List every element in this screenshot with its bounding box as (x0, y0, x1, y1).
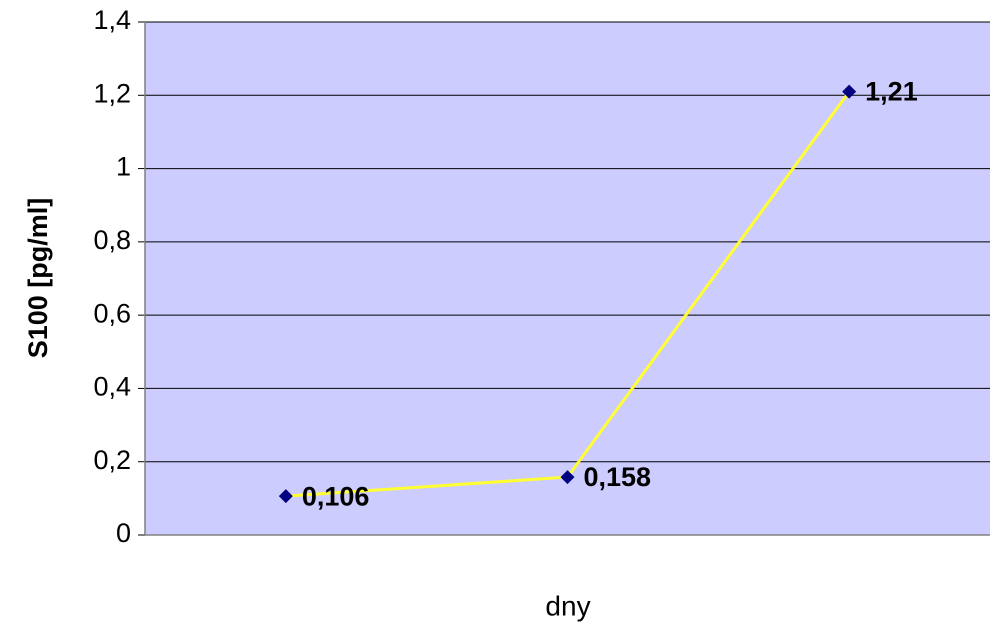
data-point (842, 84, 857, 99)
data-point (560, 470, 575, 485)
data-label: 0,158 (584, 462, 652, 492)
y-tick-label: 0,2 (93, 445, 131, 475)
data-label: 1,21 (865, 77, 918, 107)
y-tick-label: 1 (116, 152, 131, 182)
y-tick-label: 0,4 (93, 372, 131, 402)
y-tick-label: 1,4 (93, 5, 131, 35)
x-axis-label: dny (545, 590, 590, 621)
y-tick-label: 0,8 (93, 225, 131, 255)
data-point (278, 489, 293, 504)
y-axis-label: S100 [pg/ml] (23, 198, 53, 359)
y-tick-label: 1,2 (93, 78, 131, 108)
y-tick-label: 0 (116, 518, 131, 548)
y-tick-label: 0,6 (93, 298, 131, 328)
plot-area (145, 22, 990, 535)
data-label: 0,106 (302, 481, 370, 511)
